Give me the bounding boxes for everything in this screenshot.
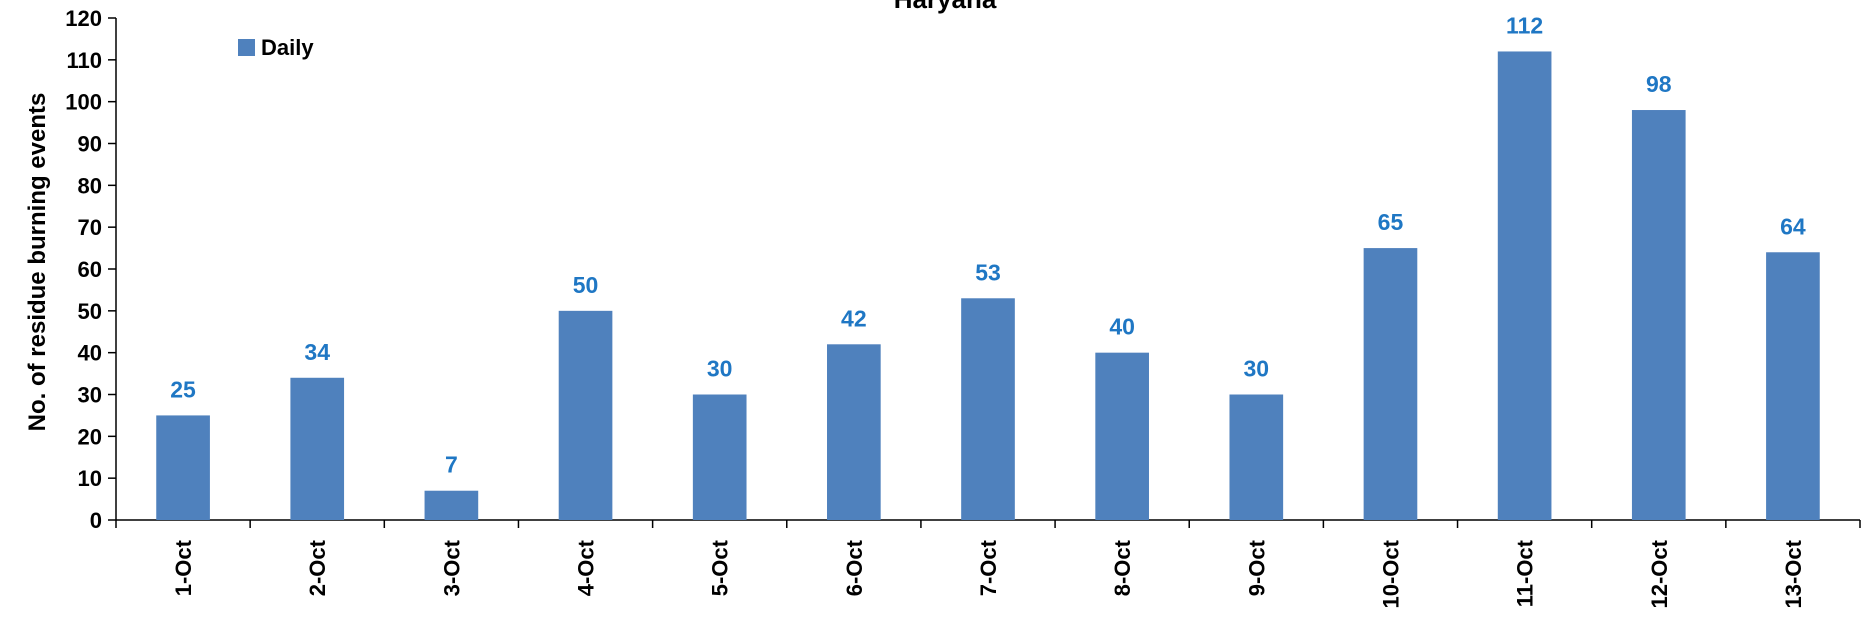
x-tick-label: 10-Oct (1378, 539, 1403, 608)
x-tick-label: 9-Oct (1244, 539, 1269, 596)
bar (558, 310, 613, 520)
x-tick-label: 6-Oct (842, 539, 867, 596)
data-label: 25 (170, 376, 196, 402)
y-tick-label: 60 (78, 257, 102, 282)
bar (424, 490, 479, 520)
chart-title: Haryana (894, 0, 997, 14)
y-tick-label: 120 (65, 6, 102, 31)
y-tick-label: 50 (78, 299, 102, 324)
y-axis: 0 10 20 30 40 50 60 70 80 90 100 110 120 (65, 6, 117, 533)
data-label: 112 (1506, 12, 1543, 38)
x-tick-label: 1-Oct (171, 539, 196, 596)
y-tick-label: 0 (90, 508, 102, 533)
y-tick-label: 10 (78, 466, 102, 491)
y-tick-label: 40 (78, 341, 102, 366)
data-label: 53 (975, 259, 1001, 285)
bar (1631, 110, 1686, 521)
x-tick-label: 8-Oct (1110, 539, 1135, 596)
data-label: 42 (841, 305, 867, 331)
bar (1497, 51, 1552, 520)
bar (827, 344, 881, 520)
data-label: 30 (1244, 356, 1270, 382)
data-label: 50 (573, 272, 599, 298)
bar (1766, 252, 1820, 520)
x-tick-label: 4-Oct (574, 539, 599, 596)
y-tick-label: 30 (78, 383, 102, 408)
x-tick-label: 13-Oct (1781, 539, 1806, 608)
x-axis: 1-Oct 2-Oct 3-Oct 4-Oct 5-Oct 6-Oct 7-Oct 8-Oct… (115, 519, 1861, 608)
data-label: 98 (1646, 71, 1672, 97)
x-tick-label: 2-Oct (305, 539, 330, 596)
y-tick-label: 20 (78, 424, 102, 449)
legend-label-daily: Daily (261, 35, 314, 60)
x-tick-label: 3-Oct (439, 539, 464, 596)
y-tick-label: 110 (67, 48, 103, 73)
bars (156, 51, 1820, 521)
bar (1363, 248, 1418, 521)
data-label: 30 (707, 356, 733, 382)
data-label: 7 (445, 452, 458, 478)
data-label: 40 (1109, 314, 1135, 340)
legend-swatch-daily (238, 39, 255, 56)
legend: Daily (238, 35, 314, 60)
bar (156, 415, 210, 520)
y-tick-label: 70 (78, 215, 102, 240)
x-tick-label: 11-Oct (1513, 539, 1538, 607)
y-axis-label: No. of residue burning events (24, 93, 51, 432)
y-tick-label: 100 (65, 90, 102, 115)
y-tick-label: 90 (78, 132, 102, 157)
data-label: 34 (304, 339, 330, 365)
x-tick-label: 7-Oct (976, 539, 1001, 596)
bar (692, 394, 747, 520)
x-tick-label: 12-Oct (1647, 539, 1672, 608)
y-tick-label: 80 (78, 173, 102, 198)
bar (290, 377, 345, 520)
data-label: 65 (1378, 209, 1404, 235)
x-tick-label: 5-Oct (708, 539, 733, 596)
data-label: 64 (1780, 213, 1806, 239)
bar (1095, 352, 1149, 520)
bar (1229, 394, 1284, 520)
bar (961, 298, 1015, 520)
data-labels: 25 34 7 50 30 42 53 40 30 65 112 98 64 (170, 12, 1806, 477)
